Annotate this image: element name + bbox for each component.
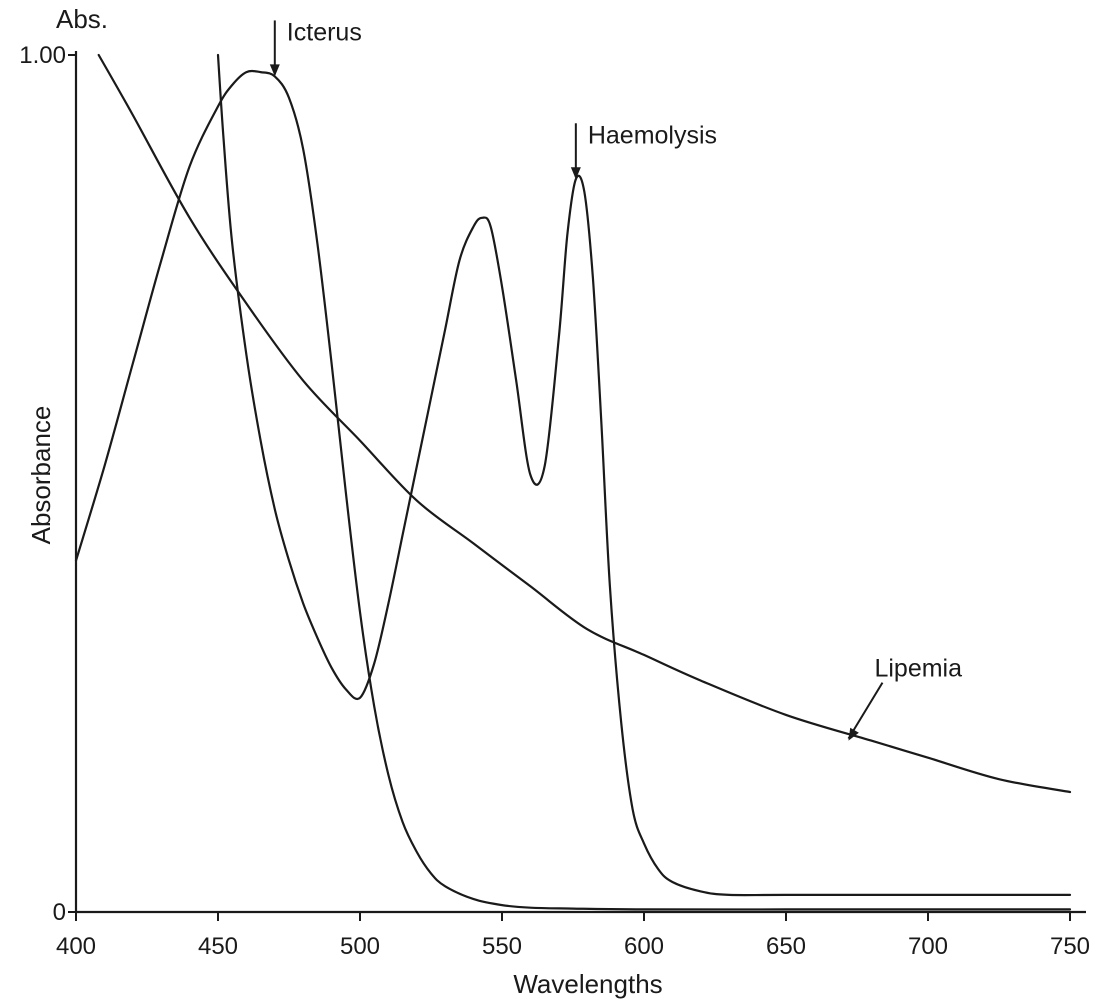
icterus-annotation: Icterus [269,18,362,77]
lipemia-annotation: Lipemia [847,655,962,741]
x-tick-label-700: 700 [908,933,948,960]
x-ticks: 400 450 500 550 600 650 700 750 [56,912,1090,960]
icterus-label: Icterus [287,18,362,46]
x-tick-label-650: 650 [766,933,806,960]
haemolysis-label: Haemolysis [588,121,717,149]
lipemia-label: Lipemia [874,655,962,683]
y-axis-title: Absorbance [26,406,56,545]
icterus-arrow-head [269,64,280,77]
haemolysis-arrow-head [570,167,581,180]
haemolysis-curve [216,53,1072,897]
x-tick-label-550: 550 [482,933,522,960]
lipemia-arrow-head [848,727,859,741]
annotations: Icterus Haemolysis Lipemia [269,18,962,741]
x-axis-title: Wavelengths [513,969,662,999]
icterus-curve [74,69,1072,911]
haemolysis-annotation: Haemolysis [570,121,717,180]
curves [74,53,1072,911]
lipemia-curve [97,53,1072,794]
axes [74,51,1086,914]
y-ticks: 01.00 [19,42,76,926]
x-tick-label-400: 400 [56,933,96,960]
y-tick-label-1.00: 1.00 [19,42,66,69]
y-unit-label: Abs. [56,4,108,34]
x-tick-label-750: 750 [1050,933,1090,960]
y-tick-label-0: 0 [53,899,66,926]
x-tick-label-500: 500 [340,933,380,960]
x-tick-label-450: 450 [198,933,238,960]
lipemia-arrow-shaft [847,682,884,740]
x-tick-label-600: 600 [624,933,664,960]
